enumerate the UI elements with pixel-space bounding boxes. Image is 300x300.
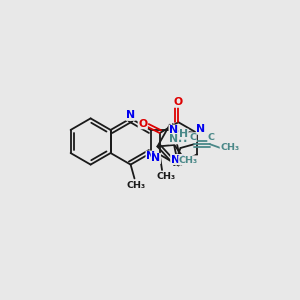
Text: CH₃: CH₃ [126,181,146,190]
Text: N: N [146,151,155,161]
Text: CH₃: CH₃ [156,172,176,181]
Text: CH₃: CH₃ [179,156,198,165]
Text: N: N [126,110,135,120]
Text: O: O [138,119,147,129]
Text: O: O [174,97,183,107]
Text: N: N [151,153,160,164]
Text: N: N [196,124,206,134]
Text: NH: NH [169,134,188,144]
Text: H: H [179,129,188,139]
Text: C: C [208,133,215,142]
Text: CH₃: CH₃ [220,143,239,152]
Text: N: N [169,125,178,135]
Text: C: C [189,133,196,142]
Text: N⁺: N⁺ [171,154,186,164]
